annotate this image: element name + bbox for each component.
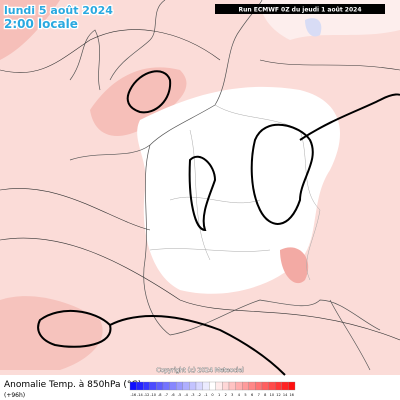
borders bbox=[149, 104, 321, 281]
coastlines bbox=[69, 0, 381, 371]
warm-zone bbox=[280, 247, 309, 284]
scale-label: -4 bbox=[184, 393, 188, 397]
scale-cell bbox=[169, 381, 177, 391]
scale-cell bbox=[248, 381, 256, 391]
scale-cell bbox=[255, 381, 263, 391]
scale-cell bbox=[143, 381, 150, 391]
color-scale: -16 -14 -12 -10 -8 -7 -6 -5 -4 -3 -2 -1 0 1 2 3 4 5 6 7 8 10 1… bbox=[129, 381, 296, 397]
scale-label: 2 bbox=[225, 393, 227, 397]
scale-cell bbox=[281, 381, 289, 391]
scale-cell bbox=[176, 381, 183, 391]
scale-label: -12 bbox=[144, 393, 150, 397]
warm-zone bbox=[0, 0, 60, 60]
scale-label: 12 bbox=[276, 393, 280, 397]
forecast-time: 2:00 locale bbox=[4, 17, 78, 31]
scale-cell bbox=[242, 381, 249, 391]
scale-cell bbox=[228, 381, 236, 391]
scale-label: 6 bbox=[251, 393, 253, 397]
scale-label: -2 bbox=[198, 393, 202, 397]
scale-cell bbox=[156, 381, 164, 391]
run-info: Run ECMWF 0Z du jeudi 1 août 2024 bbox=[239, 7, 362, 14]
scale-cell bbox=[268, 381, 276, 391]
scale-label: 10 bbox=[270, 393, 274, 397]
scale-cell bbox=[189, 381, 197, 391]
scale-label: 14 bbox=[283, 393, 288, 397]
scale-cell bbox=[215, 381, 223, 391]
scale-cell bbox=[222, 381, 230, 391]
scale-label: -14 bbox=[137, 393, 143, 397]
scale-cell bbox=[261, 381, 269, 391]
run-banner bbox=[215, 4, 385, 14]
scale-label: 5 bbox=[244, 393, 246, 397]
scale-label: -6 bbox=[171, 393, 175, 397]
scale-cell bbox=[149, 381, 157, 391]
scale-cell bbox=[195, 381, 203, 391]
cool-zone bbox=[305, 18, 322, 37]
scale-label: 7 bbox=[258, 393, 260, 397]
warm-zone bbox=[0, 296, 103, 370]
scale-label: -1 bbox=[204, 393, 208, 397]
scale-label: -16 bbox=[130, 393, 136, 397]
scale-cell bbox=[209, 381, 216, 391]
scale-cell bbox=[275, 381, 282, 391]
scale-label: 16 bbox=[289, 393, 293, 397]
scale-label: -5 bbox=[178, 393, 182, 397]
scale-cell bbox=[129, 381, 137, 391]
scale-label: 4 bbox=[238, 393, 241, 397]
contours bbox=[0, 29, 400, 341]
scale-cell bbox=[182, 381, 190, 391]
copyright: Copyright (c) 2024 Meteociel bbox=[156, 367, 244, 374]
scale-cell bbox=[136, 381, 144, 391]
scale-label: -3 bbox=[191, 393, 195, 397]
scale-label: -7 bbox=[165, 393, 169, 397]
neutral-zone bbox=[137, 86, 340, 294]
scale-cell bbox=[162, 381, 170, 391]
scale-cell bbox=[235, 381, 243, 391]
warm-zone bbox=[90, 67, 187, 136]
field-title: Anomalie Temp. à 850hPa (°C) bbox=[4, 380, 141, 390]
scale-label: 0 bbox=[211, 393, 213, 397]
lead-time: (+96h) bbox=[4, 392, 25, 399]
scale-label: 8 bbox=[264, 393, 266, 397]
scale-cell bbox=[288, 381, 296, 391]
scale-label: -8 bbox=[158, 393, 162, 397]
scale-label: -10 bbox=[150, 393, 156, 397]
scale-cell bbox=[202, 381, 210, 391]
scale-label: 3 bbox=[231, 393, 233, 397]
zero-contours bbox=[37, 70, 400, 376]
scale-label: 1 bbox=[218, 393, 220, 397]
forecast-date: lundi 5 août 2024 bbox=[4, 4, 113, 17]
